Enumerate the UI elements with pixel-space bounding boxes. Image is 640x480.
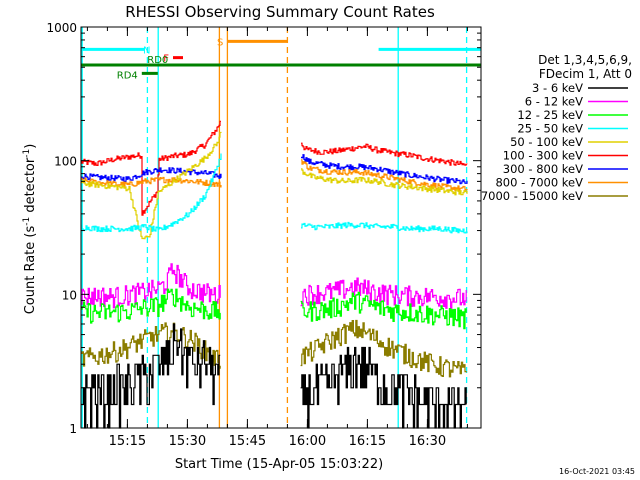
y-tick-label-2: 100 xyxy=(54,155,77,169)
legend-entry-4: 50 - 100 keV xyxy=(510,135,583,149)
series-line-3 xyxy=(81,131,468,240)
legend-header-1: Det 1,3,4,5,6,9, xyxy=(538,53,632,67)
y-tick-label-1: 10 xyxy=(62,288,77,302)
flag-label-f: F xyxy=(163,54,169,65)
series-line-0 xyxy=(81,120,468,216)
legend-entry-1: 6 - 12 keV xyxy=(525,95,583,109)
x-axis: 15:15 15:30 15:45 16:00 16:15 16:30 xyxy=(86,27,468,449)
legend-entry-0: 3 - 6 keV xyxy=(532,81,583,95)
y-axis-label-main: Count Rate (s xyxy=(23,226,38,315)
y-axis-label-sup2: -1 xyxy=(22,149,32,158)
flag-label-rd0: RD0 xyxy=(147,55,168,66)
legend: Det 1,3,4,5,6,9, FDecim 1, Att 0 3 - 6 k… xyxy=(481,53,632,203)
x-axis-label: Start Time (15-Apr-05 15:03:22) xyxy=(175,457,383,472)
series-line-1 xyxy=(81,154,468,185)
x-tick-label-3: 16:00 xyxy=(289,434,326,449)
y-axis: 1 10 100 1000 xyxy=(46,21,481,436)
x-tick-label-4: 16:15 xyxy=(349,434,386,449)
series-line-7 xyxy=(81,319,467,378)
series-line-2 xyxy=(81,159,468,192)
chart-title: RHESSI Observing Summary Count Rates xyxy=(125,3,435,21)
x-tick-label-5: 16:30 xyxy=(409,434,446,449)
y-tick-label-3: 1000 xyxy=(46,21,77,35)
y-axis-label-end: ) xyxy=(23,144,38,149)
x-tick-label-1: 15:30 xyxy=(169,434,206,449)
x-tick-label-0: 15:15 xyxy=(109,434,146,449)
series-layer xyxy=(81,120,468,429)
legend-entry-7: 800 - 7000 keV xyxy=(495,176,583,190)
series-line-6 xyxy=(81,288,467,330)
flag-label-s: S xyxy=(217,37,223,48)
y-tick-label-0: 1 xyxy=(69,422,77,436)
legend-entry-2: 12 - 25 keV xyxy=(517,108,583,122)
legend-entry-5: 100 - 300 keV xyxy=(503,149,583,163)
y-axis-label: Count Rate (s-1 detector-1) xyxy=(22,144,38,315)
series-line-4 xyxy=(81,153,468,234)
legend-header-2: FDecim 1, Att 0 xyxy=(539,67,632,81)
legend-entry-6: 300 - 800 keV xyxy=(503,162,583,176)
x-tick-label-2: 15:45 xyxy=(229,434,266,449)
plot-frame xyxy=(80,26,482,429)
flag-label-n: N xyxy=(143,45,150,56)
legend-entry-3: 25 - 50 keV xyxy=(517,122,583,136)
legend-entry-8: 7000 - 15000 keV xyxy=(481,189,583,203)
y-axis-label-sup1: -1 xyxy=(22,217,32,226)
y-axis-label-mid: detector xyxy=(23,157,38,217)
footer-timestamp: 16-Oct-2021 03:45 xyxy=(559,467,635,476)
flag-label-rd4: RD4 xyxy=(117,70,138,81)
